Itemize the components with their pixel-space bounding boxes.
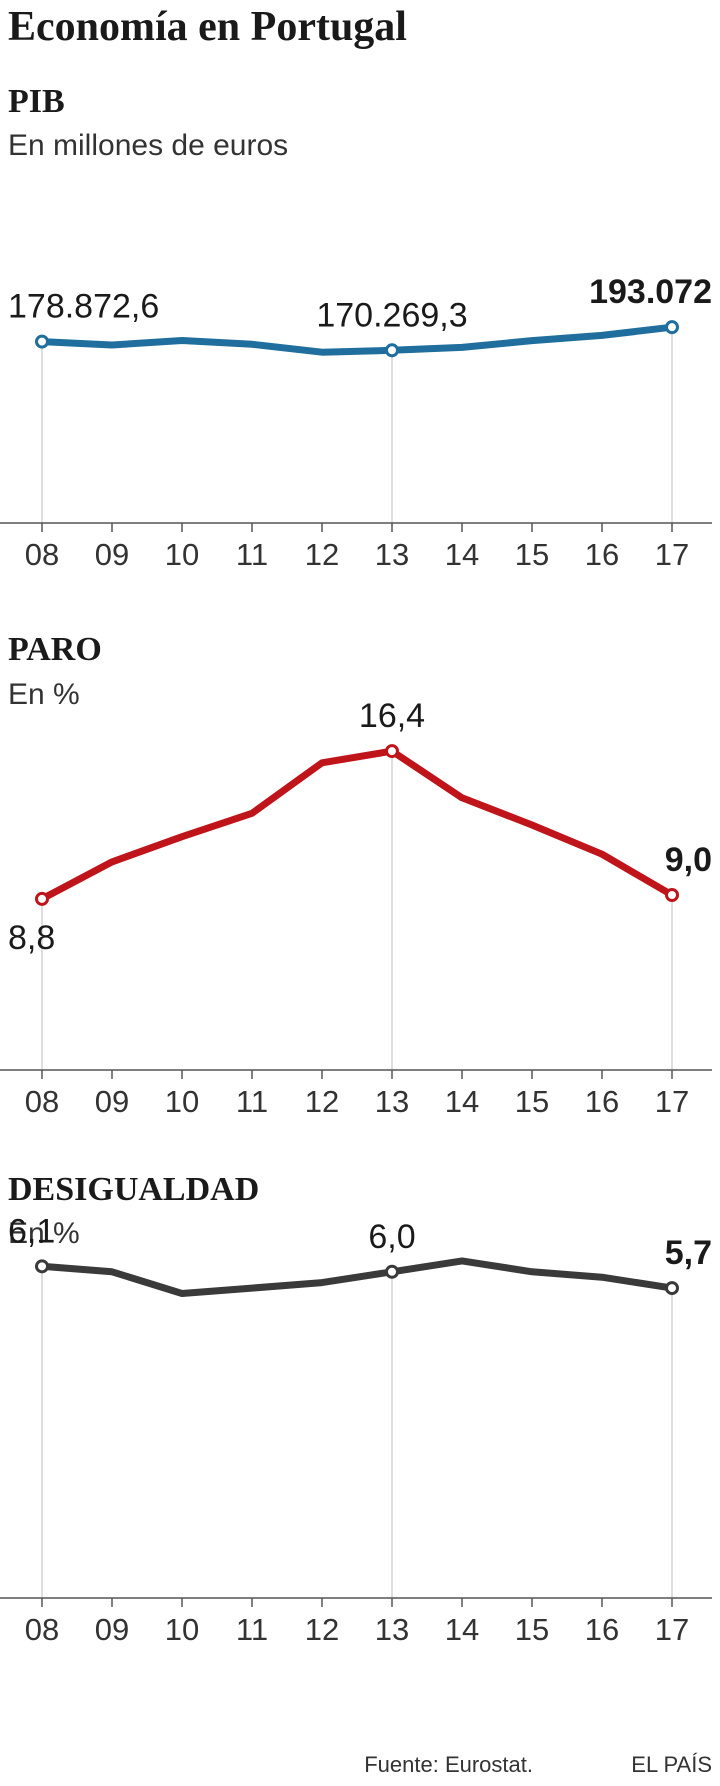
pib-x-tick-label: 15 <box>515 537 549 572</box>
paro-x-tick-label: 15 <box>515 1084 549 1119</box>
page-title: Economía en Portugal <box>8 4 407 50</box>
desigualdad-data-label: 6,0 <box>368 1218 415 1256</box>
desigualdad-x-tick-label: 08 <box>25 1612 59 1647</box>
paro-x-tick-label: 17 <box>655 1084 689 1119</box>
pib-data-label: 178.872,6 <box>8 288 159 326</box>
paro-x-tick-label: 09 <box>95 1084 129 1119</box>
pib-x-tick-label: 17 <box>655 537 689 572</box>
pib-chart: PIB En millones de euros 08 09 10 11 12 13 14 15 1… <box>0 83 712 572</box>
paro-data-label: 16,4 <box>359 697 425 735</box>
desigualdad-data-label: 6,1 <box>8 1212 55 1250</box>
desigualdad-x-tick-label: 13 <box>375 1612 409 1647</box>
desigualdad-point-marker <box>35 1259 49 1274</box>
desigualdad-x-tick-label: 14 <box>445 1612 479 1647</box>
paro-point-marker <box>35 891 49 906</box>
pib-x-tick-label: 12 <box>305 537 339 572</box>
paro-x-tick-label: 13 <box>375 1084 409 1119</box>
paro-x-tick-label: 11 <box>236 1084 268 1119</box>
desigualdad-chart: DESIGUALDAD En % 08 09 10 11 12 13 14 15 16 17 6,1 6,… <box>0 1171 712 1647</box>
pib-x-tick-label: 09 <box>95 537 129 572</box>
charts-group: PIB En millones de euros 08 09 10 11 12 13 14 15 1… <box>0 83 712 1647</box>
pib-subtitle: En millones de euros <box>8 129 288 162</box>
pib-point-marker <box>665 320 679 335</box>
paro-x-tick-label: 14 <box>445 1084 479 1119</box>
desigualdad-x-tick-label: 15 <box>515 1612 549 1647</box>
pib-x-tick-label: 11 <box>236 537 268 572</box>
pib-series-line <box>38 323 676 356</box>
paro-x-tick-label: 16 <box>585 1084 619 1119</box>
pib-point-marker <box>35 334 49 349</box>
desigualdad-point-marker <box>665 1281 679 1296</box>
pib-x-tick-label: 14 <box>445 537 479 572</box>
desigualdad-x-tick-label: 12 <box>305 1612 339 1647</box>
source-note: Fuente: Eurostat. <box>364 1752 533 1777</box>
desigualdad-x-tick-label: 16 <box>585 1612 619 1647</box>
desigualdad-x-tick-label: 11 <box>236 1612 268 1647</box>
paro-data-label: 8,8 <box>8 919 55 957</box>
desigualdad-x-tick-label: 10 <box>165 1612 199 1647</box>
paro-data-label: 9,0 <box>665 841 712 879</box>
pib-point-marker <box>385 343 399 358</box>
pib-data-label: 193.072 <box>589 273 712 311</box>
pib-x-tick-label: 10 <box>165 537 199 572</box>
desigualdad-series-line <box>38 1257 676 1297</box>
paro-series-line <box>38 747 676 903</box>
paro-point-marker <box>665 888 679 902</box>
paro-chart: PARO En % 08 09 10 11 12 13 14 15 16 17 8,8 16,4 9,0 <box>0 631 712 1119</box>
paro-x-tick-label: 12 <box>305 1084 339 1119</box>
paro-point-marker <box>385 744 399 759</box>
desigualdad-x-tick-label: 17 <box>655 1612 689 1647</box>
desigualdad-point-marker <box>385 1264 399 1279</box>
pib-title: PIB <box>8 83 65 120</box>
pib-data-label: 170.269,3 <box>316 296 467 334</box>
pib-x-tick-label: 08 <box>25 537 59 572</box>
desigualdad-data-label: 5,7 <box>665 1234 712 1272</box>
pib-x-tick-label: 13 <box>375 537 409 572</box>
paro-x-tick-label: 10 <box>165 1084 199 1119</box>
pib-x-tick-label: 16 <box>585 537 619 572</box>
paro-x-tick-label: 08 <box>25 1084 59 1119</box>
paro-subtitle: En % <box>8 678 80 711</box>
desigualdad-x-tick-label: 09 <box>95 1612 129 1647</box>
paro-title: PARO <box>8 631 102 668</box>
desigualdad-subtitle: En % <box>8 1217 80 1250</box>
brand-logo: EL PAÍS <box>631 1752 712 1777</box>
desigualdad-title: DESIGUALDAD <box>8 1171 259 1208</box>
